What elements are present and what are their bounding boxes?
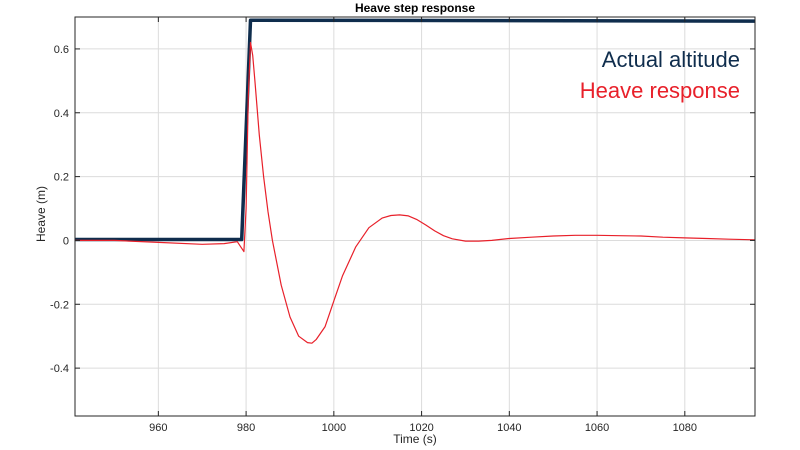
series-line-actual-altitude: [75, 18, 756, 242]
series-layer: [75, 18, 756, 344]
x-tick-label: 960: [149, 422, 167, 434]
plot-frame: [74, 16, 756, 417]
x-tick-label: 1080: [673, 422, 697, 434]
y-tick-label: 0: [63, 235, 69, 247]
y-tick-label: 0.2: [54, 172, 69, 184]
x-tick-label: 1020: [409, 422, 433, 434]
axis-ticks: 960 980 1000 1020 1040 1060 1080 -0.4 -0.2 0 0.2 0.…: [50, 17, 755, 434]
x-tick-label: 1060: [585, 422, 609, 434]
y-tick-label: -0.2: [50, 299, 69, 311]
y-tick-label: -0.4: [50, 363, 69, 375]
x-axis-title: Time (s): [393, 432, 437, 446]
legend-entry-actual-altitude: Actual altitude: [602, 47, 740, 72]
y-axis-title: Heave (m): [34, 186, 48, 242]
x-tick-label: 1040: [497, 422, 521, 434]
legend-entry-heave-response: Heave response: [580, 78, 740, 103]
series-line-heave-response: [75, 41, 756, 344]
chart-title: Heave step response: [355, 1, 475, 15]
x-tick-label: 1000: [322, 422, 346, 434]
y-tick-label: 0.4: [54, 108, 69, 120]
legend: Actual altitude Heave response: [580, 47, 740, 103]
y-tick-label: 0.6: [54, 44, 69, 56]
x-tick-label: 980: [237, 422, 255, 434]
grid-lines: [75, 17, 755, 416]
